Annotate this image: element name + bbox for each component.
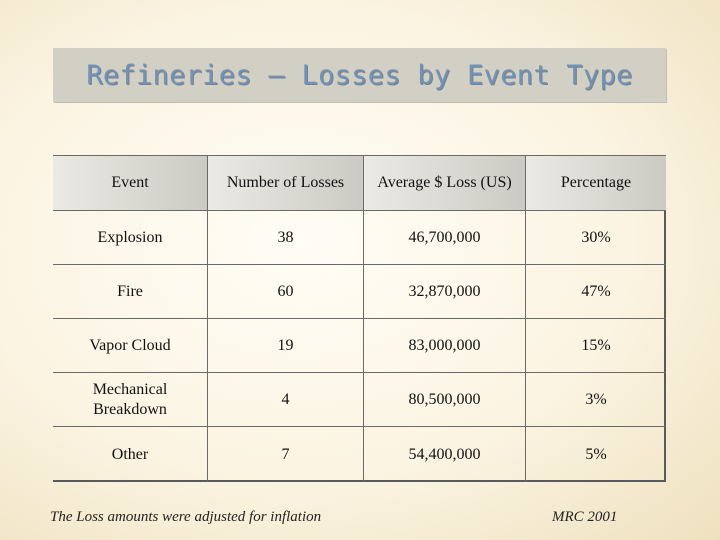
column-header-event: Event — [53, 155, 207, 210]
table-cell-average-loss: 80,500,000 — [363, 372, 525, 426]
table-cell-average-loss: 83,000,000 — [363, 318, 525, 372]
table-cell-number: 7 — [207, 426, 363, 482]
table-cell-number: 38 — [207, 210, 363, 264]
table-cell-percentage: 30% — [525, 210, 666, 264]
table-cell-event: Mechanical Breakdown — [53, 372, 207, 426]
table-cell-percentage: 5% — [525, 426, 666, 482]
table-cell-event: Vapor Cloud — [53, 318, 207, 372]
table-cell-number: 19 — [207, 318, 363, 372]
table-cell-percentage: 47% — [525, 264, 666, 318]
table-cell-number: 4 — [207, 372, 363, 426]
losses-table: Event Number of Losses Average $ Loss (U… — [53, 155, 666, 482]
column-header-average-loss: Average $ Loss (US) — [363, 155, 525, 210]
table-cell-average-loss: 32,870,000 — [363, 264, 525, 318]
table-cell-average-loss: 54,400,000 — [363, 426, 525, 482]
table-cell-number: 60 — [207, 264, 363, 318]
inflation-footnote: The Loss amounts were adjusted for infla… — [50, 509, 322, 525]
title-bar: Refineries – Losses by Event Type — [53, 48, 666, 102]
column-header-percentage: Percentage — [525, 155, 666, 210]
table-cell-event: Other — [53, 426, 207, 482]
table-cell-event: Fire — [53, 264, 207, 318]
slide-title: Refineries – Losses by Event Type — [86, 59, 633, 91]
table-cell-percentage: 15% — [525, 318, 666, 372]
source-credit: MRC 2001 — [552, 509, 618, 525]
table-cell-average-loss: 46,700,000 — [363, 210, 525, 264]
column-header-number-of-losses: Number of Losses — [207, 155, 363, 210]
table-cell-event: Explosion — [53, 210, 207, 264]
table-cell-percentage: 3% — [525, 372, 666, 426]
